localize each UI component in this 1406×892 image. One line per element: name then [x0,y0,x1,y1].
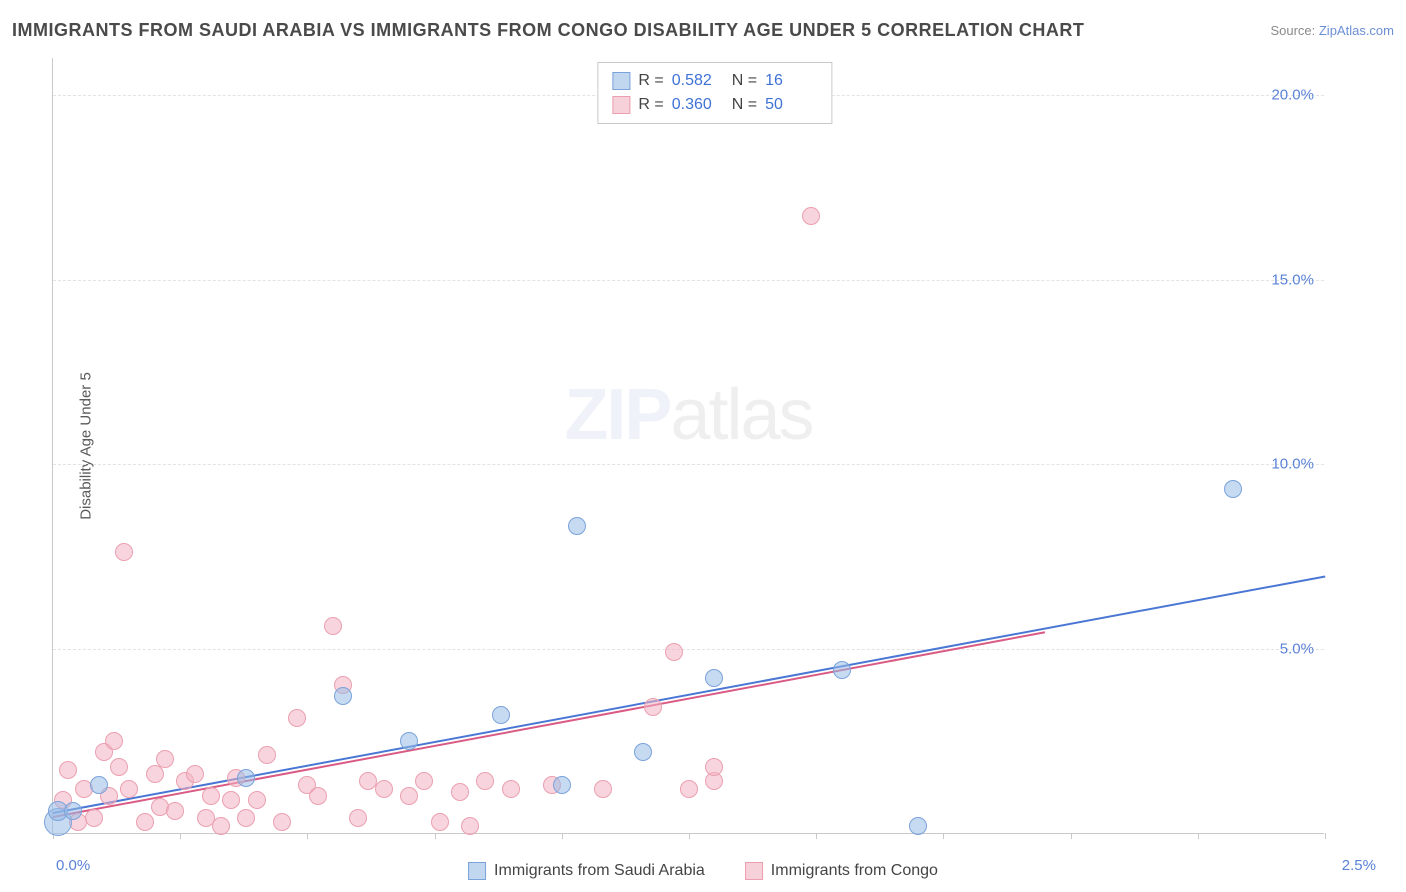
x-tick-mark [1325,833,1326,839]
swatch-blue-icon [468,862,486,880]
data-point [705,669,723,687]
data-point [502,780,520,798]
watermark: ZIPatlas [564,374,812,456]
data-point [334,687,352,705]
source-link[interactable]: ZipAtlas.com [1319,23,1394,38]
source-label: Source: ZipAtlas.com [1270,23,1394,38]
x-tick-mark [816,833,817,839]
data-point [248,791,266,809]
data-point [85,809,103,827]
data-point [136,813,154,831]
data-point [594,780,612,798]
data-point [110,758,128,776]
data-point [644,698,662,716]
x-tick-mark [307,833,308,839]
stats-legend: R = 0.582 N = 16 R = 0.360 N = 50 [597,62,832,124]
data-point [258,746,276,764]
x-tick-mark [943,833,944,839]
data-point [492,706,510,724]
data-point [553,776,571,794]
data-point [451,783,469,801]
x-tick-mark [689,833,690,839]
data-point [237,809,255,827]
data-point [222,791,240,809]
x-tick-mark [435,833,436,839]
data-point [156,750,174,768]
chart-title: IMMIGRANTS FROM SAUDI ARABIA VS IMMIGRAN… [12,20,1084,41]
swatch-blue-icon [612,72,630,90]
swatch-pink-icon [612,96,630,114]
data-point [186,765,204,783]
data-point [634,743,652,761]
data-point [1224,480,1242,498]
swatch-pink-icon [745,862,763,880]
x-tick-mark [562,833,563,839]
gridline [53,464,1324,465]
x-tick-min: 0.0% [56,857,90,874]
gridline [53,649,1324,650]
data-point [349,809,367,827]
y-tick-label: 10.0% [1271,456,1314,473]
data-point [665,643,683,661]
data-point [105,732,123,750]
data-point [400,787,418,805]
data-point [115,543,133,561]
data-point [802,207,820,225]
data-point [476,772,494,790]
series-legend: Immigrants from Saudi Arabia Immigrants … [468,862,938,880]
data-point [273,813,291,831]
data-point [375,780,393,798]
plot-area: ZIPatlas 5.0% 10.0% 15.0% 20.0% [52,58,1324,834]
data-point [59,761,77,779]
data-point [568,517,586,535]
data-point [400,732,418,750]
data-point [90,776,108,794]
y-tick-label: 15.0% [1271,271,1314,288]
x-tick-mark [1071,833,1072,839]
data-point [120,780,138,798]
data-point [705,758,723,776]
chart-header: IMMIGRANTS FROM SAUDI ARABIA VS IMMIGRAN… [12,20,1394,41]
data-point [680,780,698,798]
data-point [431,813,449,831]
data-point [212,817,230,835]
data-point [237,769,255,787]
x-tick-max: 2.5% [1342,857,1376,874]
legend-item-blue: Immigrants from Saudi Arabia [468,862,705,880]
legend-row-2: R = 0.360 N = 50 [612,93,817,117]
data-point [309,787,327,805]
legend-row-1: R = 0.582 N = 16 [612,69,817,93]
data-point [833,661,851,679]
data-point [64,802,82,820]
y-tick-label: 5.0% [1280,641,1314,658]
data-point [909,817,927,835]
data-point [288,709,306,727]
data-point [166,802,184,820]
legend-item-pink: Immigrants from Congo [745,862,938,880]
gridline [53,280,1324,281]
x-tick-mark [180,833,181,839]
data-point [324,617,342,635]
data-point [415,772,433,790]
x-tick-mark [1198,833,1199,839]
data-point [202,787,220,805]
y-tick-label: 20.0% [1271,86,1314,103]
data-point [461,817,479,835]
